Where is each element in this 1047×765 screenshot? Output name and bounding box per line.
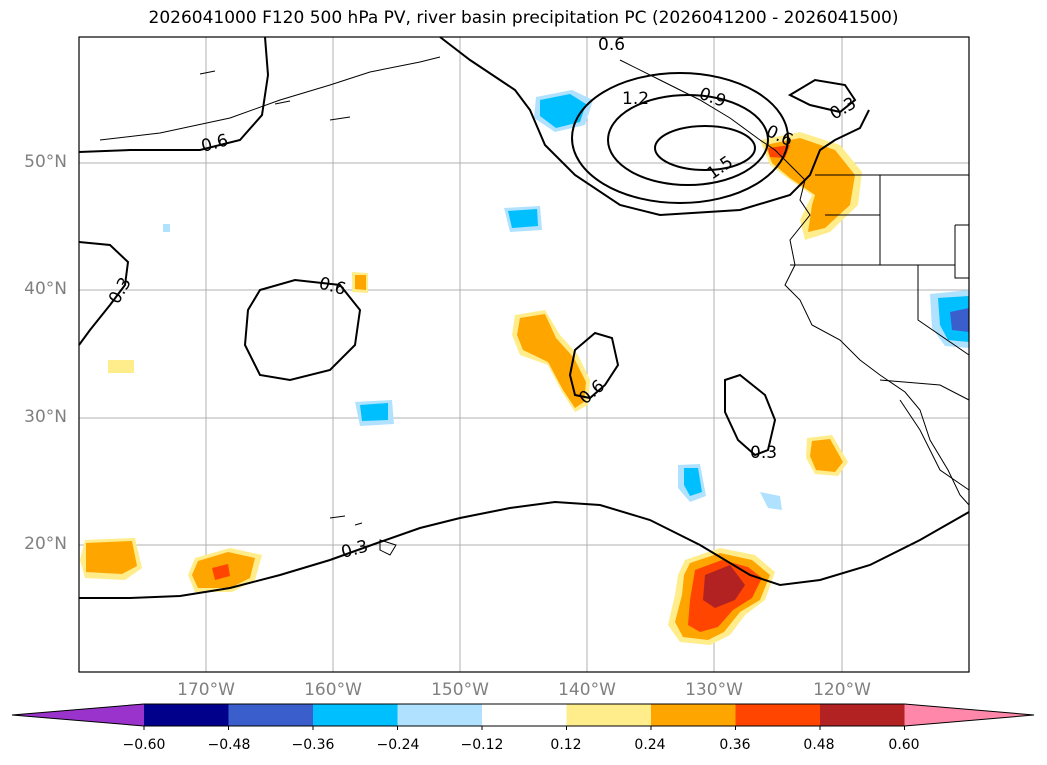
colorbar-extend-high: [904, 704, 1034, 726]
colorbar-tick-label: −0.48: [207, 737, 251, 753]
colorbar-segment: [482, 704, 567, 726]
lon-label: 170°W: [177, 680, 235, 700]
contour-label: 0.6: [598, 35, 625, 55]
colorbar-tick-label: −0.12: [460, 737, 504, 753]
contour-label: 0.3: [750, 443, 777, 463]
colorbar-tick-label: 0.12: [550, 737, 582, 753]
colorbar-segment: [735, 704, 821, 726]
precip-negative-shading: [163, 90, 969, 510]
colorbar-segment: [566, 704, 652, 726]
precip-positive-shading: [80, 132, 862, 645]
colorbar-tick-label: 0.24: [634, 737, 666, 753]
lon-label: 140°W: [558, 680, 616, 700]
pv-contours: [78, 36, 970, 599]
colorbar-tick-label: 0.36: [719, 737, 751, 753]
colorbar-tick-label: 0.48: [803, 737, 835, 753]
colorbar-tick-label: 0.60: [888, 737, 920, 753]
colorbar-tick-label: −0.60: [122, 737, 166, 753]
colorbar-segment: [228, 704, 314, 726]
map-frame: [78, 36, 970, 673]
colorbar-tick-label: −0.24: [376, 737, 420, 753]
colorbar-tick-label: −0.36: [291, 737, 335, 753]
colorbar-segment: [313, 704, 398, 726]
colorbar-segment: [397, 704, 483, 726]
lon-label: 130°W: [685, 680, 743, 700]
colorbar-segment: [144, 704, 229, 726]
lon-label: 160°W: [304, 680, 362, 700]
coastlines: [99, 56, 970, 556]
lat-label: 30°N: [24, 407, 67, 427]
lat-label: 20°N: [24, 534, 67, 554]
colorbar-extend-low: [12, 704, 144, 726]
lon-label: 150°W: [431, 680, 489, 700]
colorbar: [11, 703, 1035, 730]
lat-label: 50°N: [24, 152, 67, 172]
colorbar-segment: [820, 704, 905, 726]
colorbar-segment: [651, 704, 736, 726]
figure-title: 2026041000 F120 500 hPa PV, river basin …: [148, 8, 899, 28]
lon-label: 120°W: [813, 680, 871, 700]
contour-label: 1.2: [622, 89, 649, 109]
lat-label: 40°N: [24, 279, 67, 299]
